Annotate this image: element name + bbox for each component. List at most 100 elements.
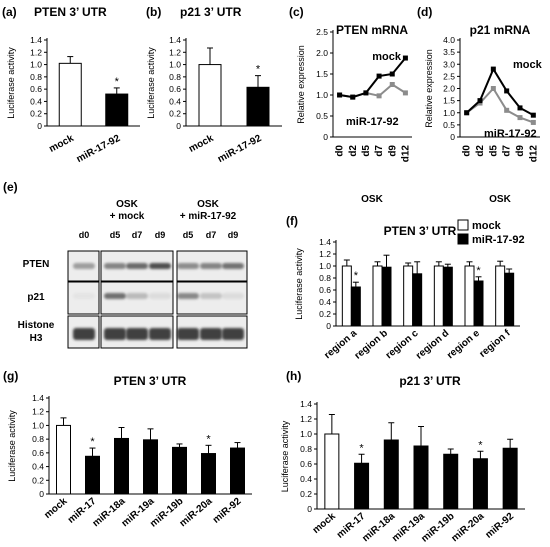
y-tick-label: 0 bbox=[323, 132, 328, 142]
y-tick-label: 1.0 bbox=[319, 261, 331, 271]
data-point bbox=[337, 92, 343, 98]
y-axis-label: Luciferase activity bbox=[146, 47, 156, 119]
panel-label: (d) bbox=[417, 5, 432, 19]
blot-band bbox=[177, 263, 199, 269]
panel-b-p21-utr-chart: (b) p21 3’ UTR 0 0.2 0.4 0.6 0.8 1.0 1.2 1.4 Lucif… bbox=[146, 5, 282, 165]
bar bbox=[85, 455, 100, 495]
data-point bbox=[517, 105, 523, 111]
category-label: miR-19b bbox=[419, 511, 456, 545]
y-tick-label: 0.6 bbox=[30, 84, 42, 94]
legend-swatch bbox=[457, 219, 469, 231]
y-tick-label: 0.6 bbox=[32, 448, 44, 458]
bar bbox=[58, 62, 82, 127]
significance-star: * bbox=[354, 270, 359, 282]
category-label: miR-17-92 bbox=[75, 133, 123, 165]
category-label: region d bbox=[414, 328, 451, 362]
significance-star: * bbox=[478, 439, 483, 451]
series-label: mock bbox=[372, 51, 402, 63]
bar bbox=[201, 453, 216, 495]
bar bbox=[383, 439, 399, 510]
panel-label: (h) bbox=[286, 369, 301, 383]
bar bbox=[198, 64, 222, 127]
x-tick-label: d0 bbox=[462, 145, 473, 157]
blot-band bbox=[104, 263, 126, 269]
y-axis-label: Luciferase activity bbox=[294, 248, 304, 320]
y-tick-label: 0 bbox=[37, 121, 42, 131]
panel-d-p21-mrna-chart: (d) p21 mRNA 0 0.5 1.0 1.5 2.0 2.5 3.0 3.5 4.0 Rela… bbox=[417, 5, 543, 205]
series-label: mock bbox=[513, 59, 543, 71]
blot-band bbox=[149, 293, 171, 299]
category-label: region e bbox=[445, 328, 482, 362]
category-label: miR-20a bbox=[449, 511, 486, 545]
panel-label: (e) bbox=[3, 180, 18, 194]
y-tick-label: 0 bbox=[176, 121, 181, 131]
row-label: Histone bbox=[18, 320, 55, 331]
blot-band bbox=[149, 328, 171, 340]
category-label: miR-20a bbox=[178, 496, 215, 530]
x-tick-label: d7 bbox=[374, 145, 385, 157]
series-line bbox=[465, 66, 534, 117]
data-point bbox=[504, 88, 510, 94]
blot-band bbox=[222, 293, 244, 299]
bar bbox=[324, 433, 340, 510]
panel-label: (b) bbox=[146, 5, 161, 19]
y-tick-label: 3.0 bbox=[443, 59, 455, 69]
y-tick-label: 1.2 bbox=[300, 414, 312, 424]
y-tick-label: 0.4 bbox=[319, 297, 331, 307]
data-point bbox=[530, 112, 536, 118]
series-label: miR-17-92 bbox=[484, 128, 537, 140]
category-label: miR-92 bbox=[483, 511, 516, 541]
y-tick-label: 0.8 bbox=[300, 444, 312, 454]
blot-band bbox=[104, 328, 126, 340]
y-tick-label: 0 bbox=[307, 504, 312, 514]
y-tick-label: 1.4 bbox=[30, 35, 42, 45]
y-tick-label: 1.2 bbox=[30, 47, 42, 57]
y-axis-label: Luciferase activity bbox=[6, 47, 16, 119]
lane-label: d0 bbox=[79, 230, 90, 240]
y-tick-label: 1.0 bbox=[30, 60, 42, 70]
category-label: miR-92 bbox=[211, 496, 244, 526]
y-tick-label: 0.2 bbox=[319, 309, 331, 319]
data-point bbox=[517, 115, 523, 121]
y-tick-label: 4.0 bbox=[443, 35, 455, 45]
lane-label: d7 bbox=[206, 230, 217, 240]
panel-h-p21-mirna-chart: (h) p21 3’ UTR 0 0.2 0.4 0.6 0.8 1.0 1.2 1.4 Lucif… bbox=[280, 369, 525, 545]
x-tick-label: d12 bbox=[528, 145, 539, 163]
y-tick-label: 2.0 bbox=[316, 48, 328, 58]
group-label: + miR-17-92 bbox=[180, 211, 237, 222]
y-tick-label: 0 bbox=[39, 489, 44, 499]
bar bbox=[350, 286, 361, 327]
y-tick-label: 0.8 bbox=[30, 72, 42, 82]
x-tick-label: d5 bbox=[488, 145, 499, 157]
y-tick-label: 3.5 bbox=[443, 47, 455, 57]
y-tick-label: 1.4 bbox=[32, 393, 44, 403]
y-tick-label: 1.2 bbox=[319, 249, 331, 259]
y-tick-label: 1.0 bbox=[32, 420, 44, 430]
y-tick-label: 0.5 bbox=[316, 111, 328, 121]
blot-band bbox=[73, 328, 95, 340]
blot-band bbox=[177, 328, 199, 340]
blot-band bbox=[200, 328, 222, 340]
chart-title: PTEN 3’ UTR bbox=[34, 5, 107, 19]
category-label: miR-17-92 bbox=[216, 133, 264, 165]
chart-title: p21 3’ UTR bbox=[180, 5, 242, 19]
panel-label: (c) bbox=[289, 5, 304, 19]
chart-title: p21 mRNA bbox=[470, 23, 531, 37]
y-tick-label: 1.5 bbox=[316, 69, 328, 79]
bar bbox=[502, 447, 518, 510]
y-tick-label: 0 bbox=[450, 132, 455, 142]
series-label: miR-17-92 bbox=[346, 116, 399, 128]
y-tick-label: 0.8 bbox=[32, 434, 44, 444]
y-tick-label: 0.6 bbox=[319, 285, 331, 295]
y-tick-label: 1.4 bbox=[169, 35, 181, 45]
y-tick-label: 2.0 bbox=[443, 84, 455, 94]
y-tick-label: 1.2 bbox=[169, 47, 181, 57]
lane-label: d9 bbox=[155, 230, 166, 240]
blot-band bbox=[126, 263, 148, 269]
group-label: + mock bbox=[110, 211, 145, 222]
series-line bbox=[339, 57, 407, 99]
blot-band bbox=[177, 293, 199, 299]
data-point bbox=[490, 66, 496, 72]
lane-label: d5 bbox=[110, 230, 121, 240]
